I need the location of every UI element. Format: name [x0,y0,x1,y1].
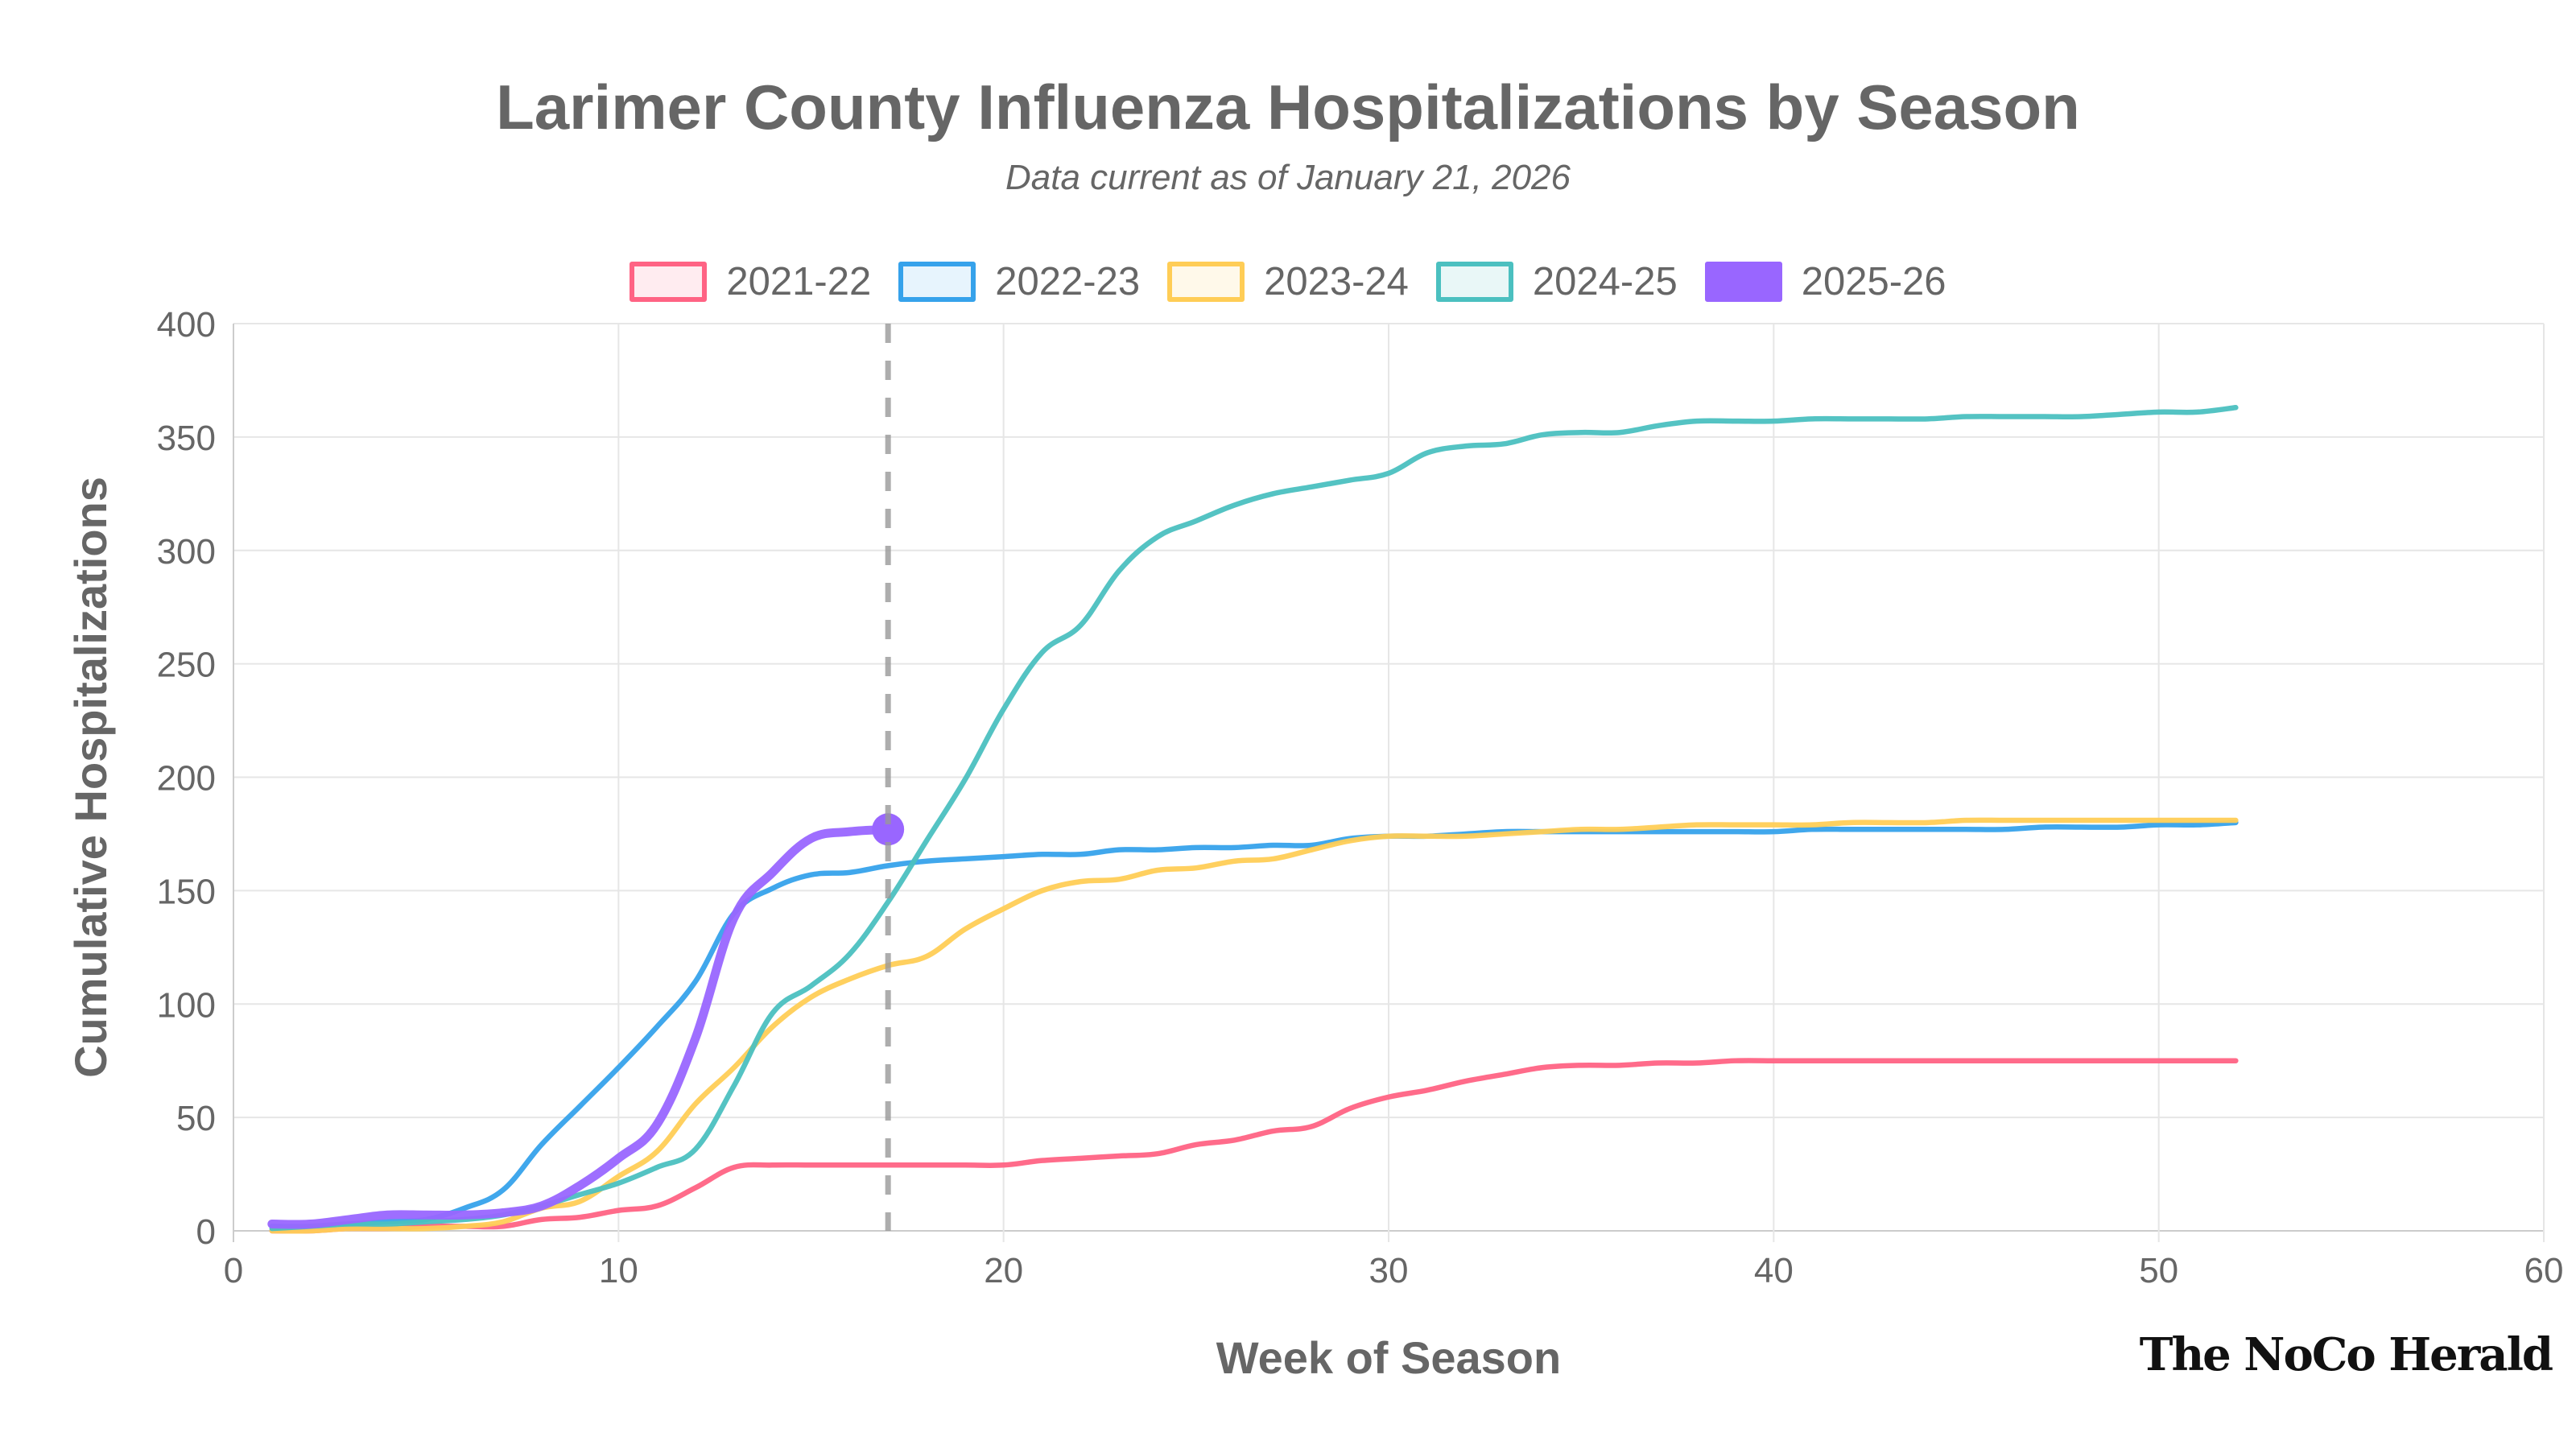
legend-label: 2023-24 [1264,260,1409,303]
y-axis-title: Cumulative Hospitalizations [65,477,116,1078]
x-tick-label: 40 [1754,1251,1794,1290]
series-line-2025-26 [267,824,893,1229]
legend-item[interactable]: 2022-23 [898,259,1140,304]
legend-label: 2024-25 [1532,260,1678,303]
x-tick-label: 60 [2524,1251,2564,1290]
x-tick-label: 0 [224,1251,243,1290]
x-tick-label: 20 [984,1251,1023,1290]
x-tick-label: 30 [1369,1251,1409,1290]
latest-point-marker [872,813,905,846]
legend-item[interactable]: 2024-25 [1435,259,1678,304]
series-line-2024-25 [269,404,2239,1232]
series-line-2023-24 [269,817,2239,1234]
y-tick-label: 300 [157,532,216,572]
legend-swatch [1435,262,1513,302]
y-tick-label: 0 [196,1212,216,1252]
y-tick-label: 100 [157,985,216,1025]
x-tick-label: 10 [599,1251,638,1290]
x-tick-label: 50 [2139,1251,2178,1290]
legend-swatch [1704,262,1782,302]
y-tick-label: 250 [157,646,216,685]
legend-swatch [898,262,976,302]
legend-swatch [1167,262,1245,302]
legend-label: 2022-23 [995,260,1141,303]
legend-swatch [630,262,708,302]
noco-herald-logo: The NoCo Herald [2139,1328,2553,1381]
y-tick-label: 150 [157,872,216,911]
legend-item[interactable]: 2021-22 [630,259,871,304]
y-tick-label: 350 [157,419,216,458]
legend-label: 2021-22 [726,260,872,303]
y-tick-label: 50 [176,1099,216,1138]
legend-label: 2025-26 [1801,260,1946,303]
legend-item[interactable]: 2025-26 [1704,259,1946,304]
legend: 2021-22 2022-23 2023-24 2024-25 2025-26 [0,259,2576,304]
y-tick-label: 200 [157,759,216,799]
y-tick-label: 400 [157,305,216,345]
legend-item[interactable]: 2023-24 [1167,259,1409,304]
chart-subtitle: Data current as of January 21, 2026 [1005,158,1571,197]
series-line-2022-23 [269,819,2239,1229]
chart-title: Larimer County Influenza Hospitalization… [496,72,2080,142]
series-line-2021-22 [269,1058,2239,1234]
x-axis-title: Week of Season [1216,1332,1561,1383]
